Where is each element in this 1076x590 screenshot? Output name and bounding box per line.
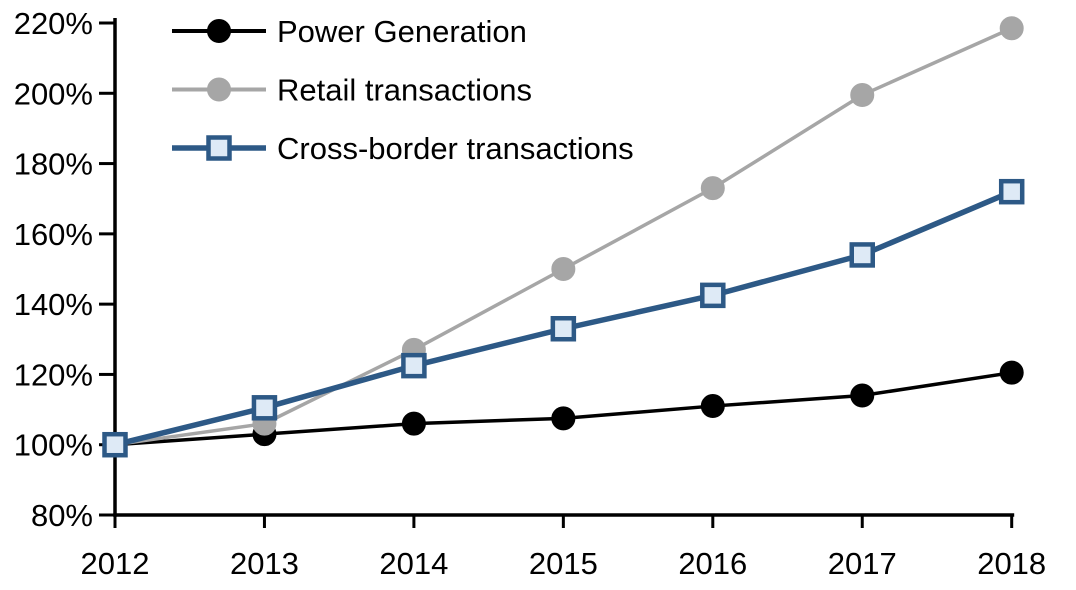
data-point-marker-retail-transactions [999,16,1024,41]
legend-item-retail-transactions: Retail transactions [172,73,532,108]
legend-label: Cross-border transactions [277,131,634,166]
data-point-marker-retail-transactions [700,176,725,201]
x-tick-label: 2018 [977,546,1046,581]
x-tick-label: 2016 [678,546,747,581]
x-tick-label: 2013 [230,546,299,581]
y-tick-label: 80% [31,498,93,533]
y-tick-label: 200% [14,76,93,111]
data-point-marker-cross-border-transactions [251,395,278,421]
x-tick-label: 2017 [828,546,897,581]
legend-label: Power Generation [277,14,527,49]
y-tick-label: 100% [14,428,93,463]
data-point-marker-cross-border-transactions [102,431,128,458]
data-point-marker-cross-border-transactions [550,315,577,342]
data-point-marker-cross-border-transactions [700,282,726,309]
y-tick-label: 120% [14,357,93,392]
data-point-marker-power-generation [401,411,426,436]
data-point-marker-cross-border-transactions [401,352,427,379]
data-point-marker-retail-transactions [551,257,576,281]
data-point-marker-power-generation [850,383,875,408]
x-tick-label: 2014 [379,546,448,581]
legend-marker-circle-icon [207,19,231,43]
legend-item-cross-border-transactions: Cross-border transactions [172,131,634,166]
y-tick-label: 220% [14,6,93,41]
data-point-marker-power-generation [551,406,576,431]
data-point-marker-power-generation [999,360,1024,385]
y-tick-label: 160% [14,217,93,252]
legend-marker-square-icon [206,135,232,161]
y-tick-label: 140% [14,287,93,322]
data-point-marker-cross-border-transactions [849,242,875,268]
x-tick-label: 2015 [529,546,598,581]
x-tick-label: 2012 [81,546,150,581]
y-tick-label: 180% [14,147,93,182]
legend-marker-circle-icon [207,77,231,102]
data-point-marker-cross-border-transactions [998,178,1025,205]
legend-item-power-generation: Power Generation [172,14,527,49]
legend-label: Retail transactions [277,73,532,108]
data-point-marker-power-generation [700,394,725,419]
data-point-marker-retail-transactions [850,83,875,108]
